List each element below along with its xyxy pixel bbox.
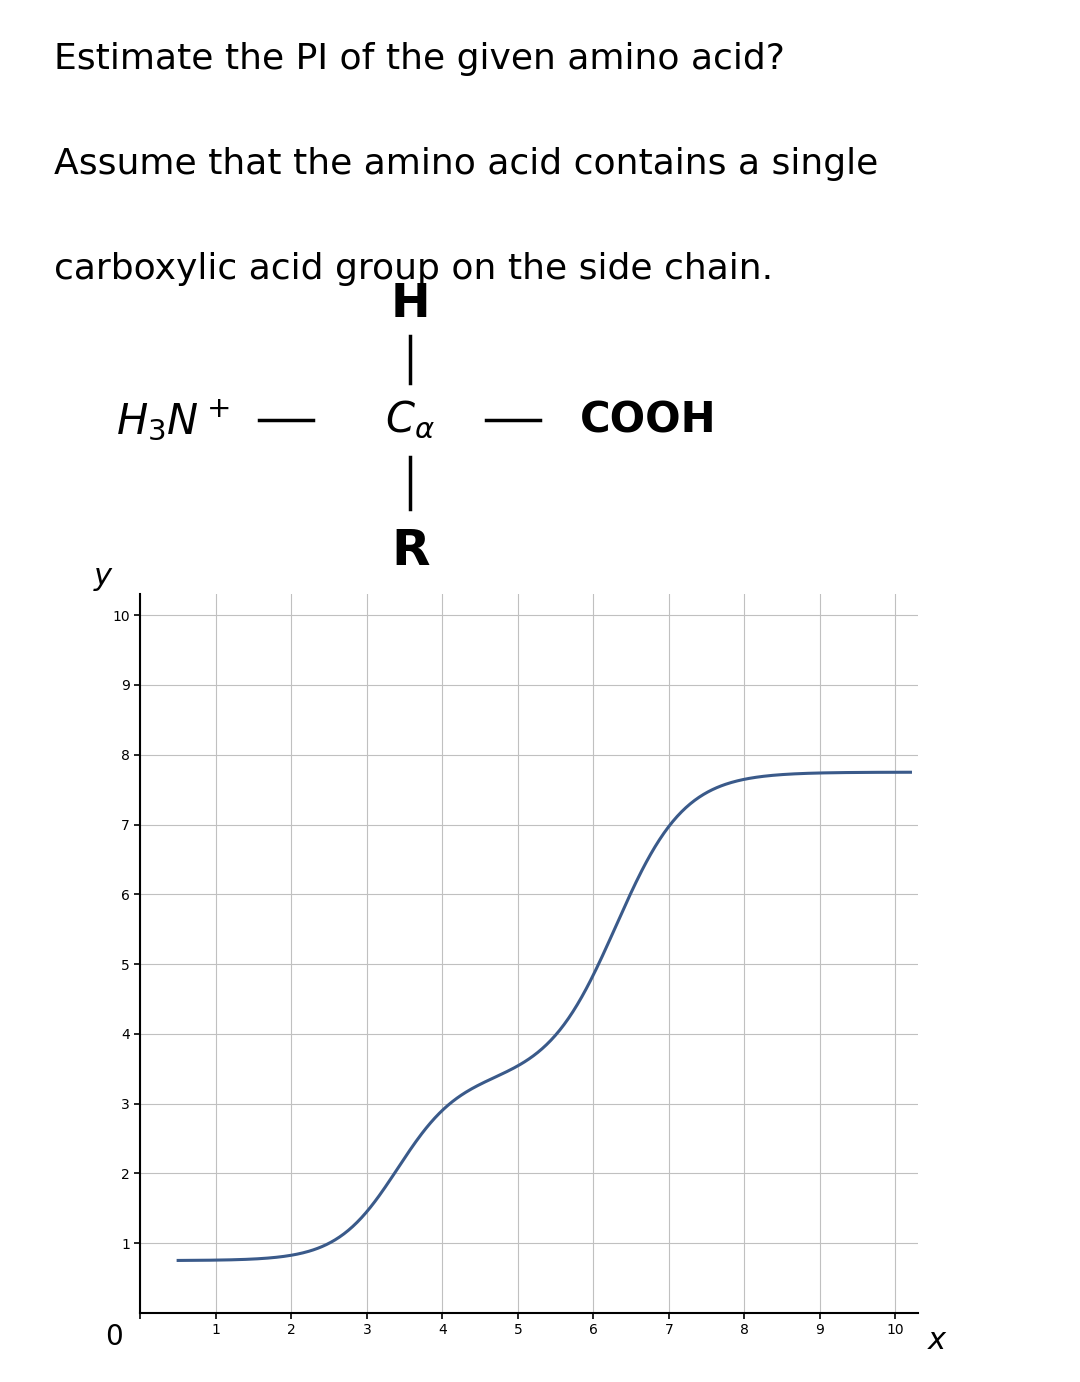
Text: COOH: COOH — [580, 399, 716, 441]
Text: $H_3N^+$: $H_3N^+$ — [116, 398, 230, 442]
Text: x: x — [928, 1327, 946, 1356]
Text: 0: 0 — [105, 1324, 123, 1352]
Text: R: R — [391, 528, 430, 575]
Text: $C_\alpha$: $C_\alpha$ — [386, 399, 435, 441]
Text: Assume that the amino acid contains a single: Assume that the amino acid contains a si… — [54, 146, 878, 181]
Text: carboxylic acid group on the side chain.: carboxylic acid group on the side chain. — [54, 252, 773, 286]
Text: H: H — [391, 282, 430, 328]
Text: y: y — [94, 562, 111, 591]
Text: Estimate the PI of the given amino acid?: Estimate the PI of the given amino acid? — [54, 41, 785, 76]
